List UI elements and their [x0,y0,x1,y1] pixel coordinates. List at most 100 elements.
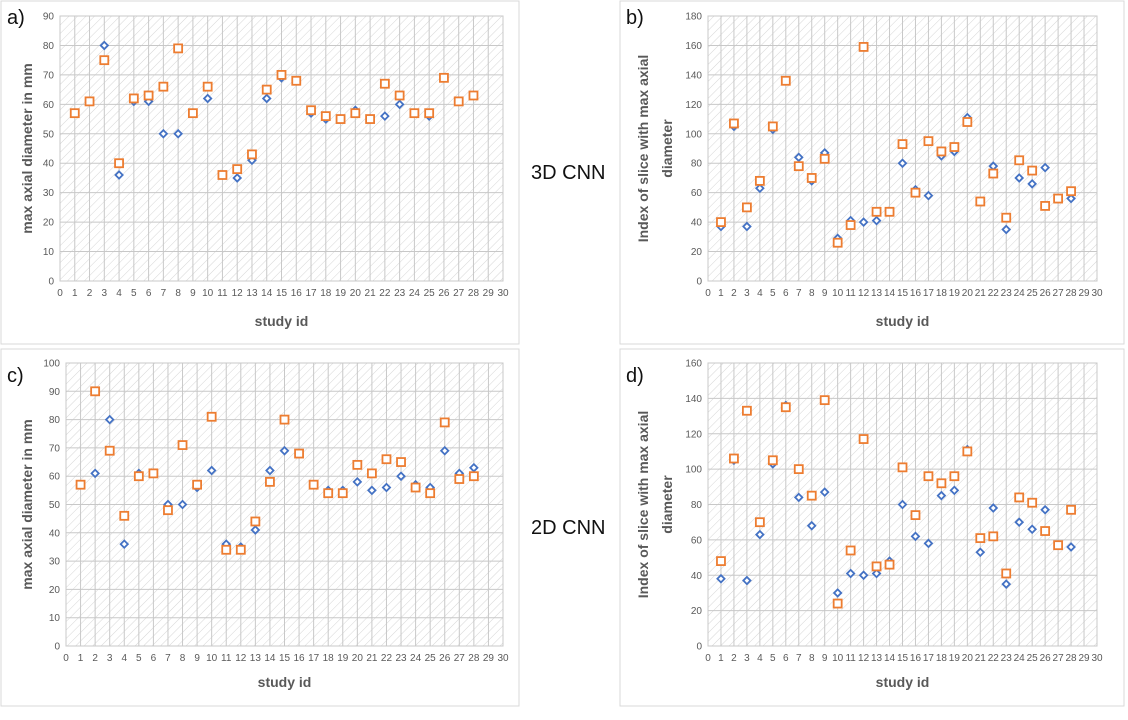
data-point-blue [858,217,869,227]
data-point-blue [793,492,804,503]
x-tick-label: 10 [832,288,844,299]
x-tick-label: 16 [910,653,922,664]
data-point-orange [206,411,217,422]
data-point-orange [845,545,856,556]
data-point-blue [975,547,986,558]
data-point-blue [897,158,908,169]
y-tick-label: 10 [49,613,61,624]
x-tick-label: 25 [424,288,436,299]
x-tick-label: 15 [897,288,909,299]
x-tick-label: 11 [221,653,232,664]
data-point-blue [754,183,765,194]
data-point-orange [187,108,198,119]
data-point-blue [279,445,290,456]
data-point-orange [104,445,115,456]
data-point-orange [819,395,830,406]
data-point-orange [949,142,960,152]
data-point-blue [104,414,115,425]
x-tick-label: 28 [468,288,480,299]
data-point-orange [975,196,986,207]
y-tick-label: 10 [43,247,55,258]
x-tick-label: 17 [308,653,320,664]
x-tick-label: 0 [63,653,69,664]
x-tick-label: 6 [146,288,152,299]
data-point-orange [858,434,869,444]
data-point-orange [962,117,973,127]
x-tick-label: 1 [78,653,84,664]
x-tick-label: 10 [206,653,218,664]
x-tick-label: 11 [217,288,228,299]
y-tick-label: 120 [685,429,702,440]
y-tick-label: 0 [48,277,54,288]
data-point-orange [335,114,346,124]
data-point-orange [173,43,184,54]
data-point-orange [910,510,921,521]
data-point-orange [884,206,895,217]
panel-label: c) [7,365,24,387]
data-point-orange [1066,504,1076,515]
x-tick-label: 29 [483,653,495,664]
x-axis-label: study id [876,674,930,690]
x-tick-label: 10 [202,288,214,299]
x-tick-label: 5 [770,288,776,299]
x-tick-label: 25 [1027,653,1039,664]
x-tick-label: 28 [468,653,480,664]
x-tick-label: 5 [131,288,137,299]
x-tick-label: 2 [92,653,98,664]
y-tick-label: 70 [43,70,55,81]
x-tick-label: 23 [1001,288,1013,299]
data-point-orange [832,598,843,609]
data-point-orange [793,161,804,172]
x-tick-label: 30 [497,653,509,664]
y-tick-label: 80 [49,415,61,426]
data-point-blue [394,99,405,110]
x-tick-label: 22 [988,653,1000,664]
y-axis-label: max axial diameter in mm [19,63,35,233]
data-point-orange [323,488,334,499]
y-tick-label: 20 [43,218,55,229]
data-point-orange [884,559,895,570]
data-point-orange [793,464,804,475]
y-tick-label: 90 [49,387,61,398]
data-point-blue [871,215,882,226]
x-tick-label: 23 [395,653,407,664]
data-point-orange [143,90,154,101]
data-point-blue [381,482,392,493]
data-point-orange [119,510,130,521]
data-point-orange [221,544,232,555]
data-point-orange [1066,186,1076,197]
data-point-orange [1001,212,1012,223]
data-point-orange [202,81,213,92]
data-point-orange [192,479,203,490]
y-axis-label-line: Index of slice with max axial [635,55,651,243]
x-tick-label: 20 [352,653,364,664]
data-point-orange [767,455,778,466]
data-point-blue [871,568,882,579]
data-point-blue [1066,193,1076,204]
x-tick-label: 8 [809,653,815,664]
y-tick-label: 70 [49,443,61,454]
data-point-orange [871,206,882,217]
data-point-blue [232,173,243,183]
x-tick-label: 1 [718,653,724,664]
x-tick-label: 13 [250,653,262,664]
x-tick-label: 18 [936,653,948,664]
x-tick-label: 17 [923,653,935,664]
y-tick-label: 140 [685,70,702,81]
x-tick-label: 26 [1040,288,1052,299]
x-tick-label: 11 [845,288,856,299]
data-point-orange [163,505,173,516]
data-point-blue [114,170,124,180]
data-point-orange [114,158,124,169]
y-tick-label: 80 [43,41,55,52]
data-point-orange [832,237,843,248]
data-point-orange [936,478,947,489]
data-point-orange [320,111,331,122]
data-point-blue [742,221,752,232]
x-tick-label: 16 [910,288,922,299]
data-point-blue [923,538,934,549]
data-point-blue [1014,517,1025,528]
x-axis-label: study id [255,313,309,329]
x-tick-label: 1 [72,288,78,299]
